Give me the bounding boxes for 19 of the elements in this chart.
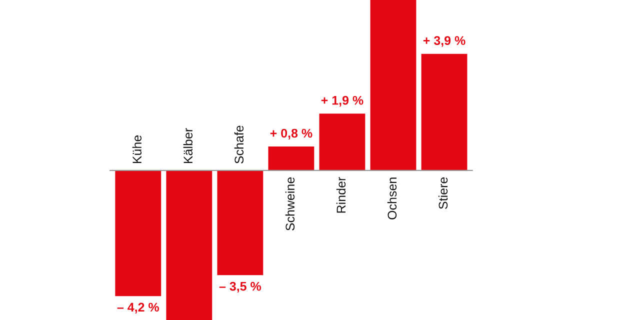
bar <box>115 170 162 296</box>
data-label: – 3,5 % <box>219 282 262 293</box>
data-label: + 0,8 % <box>270 128 312 140</box>
x-tick-label: Ochsen <box>387 178 397 220</box>
data-label: + 1,9 % <box>321 96 364 107</box>
x-tick-label: Schafe <box>234 126 244 164</box>
data-label: + 3,9 % <box>423 36 466 47</box>
bar <box>421 54 468 170</box>
bar <box>166 170 212 320</box>
data-label: – 4,2 % <box>117 302 160 314</box>
bar <box>370 0 416 170</box>
x-tick-label: Kühe <box>132 135 142 164</box>
x-tick-label: Rinder <box>336 177 346 213</box>
bar <box>217 170 264 276</box>
x-tick-label: Schweine <box>285 177 295 230</box>
x-tick-label: Stiere <box>438 177 448 209</box>
bar <box>268 146 314 170</box>
bar <box>319 114 366 170</box>
x-tick-label: Kälber <box>183 128 193 164</box>
